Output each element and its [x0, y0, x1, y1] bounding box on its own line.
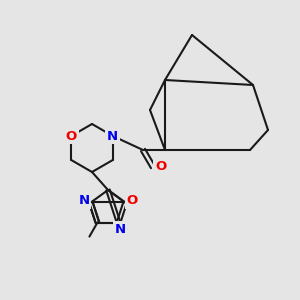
Text: N: N	[78, 194, 89, 207]
Text: N: N	[107, 130, 118, 142]
Text: O: O	[66, 130, 77, 142]
Text: O: O	[155, 160, 167, 173]
Text: O: O	[127, 194, 138, 207]
Text: N: N	[115, 223, 126, 236]
